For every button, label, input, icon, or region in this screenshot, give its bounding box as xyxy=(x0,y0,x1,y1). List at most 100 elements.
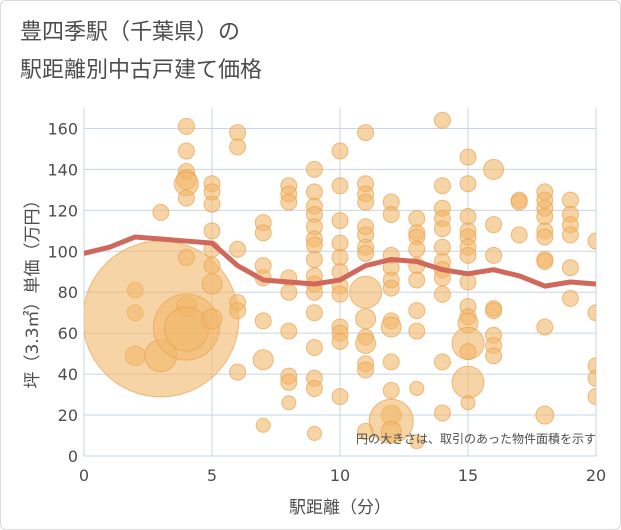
data-bubble xyxy=(357,244,375,262)
data-bubble xyxy=(305,304,323,322)
data-bubble xyxy=(252,349,274,371)
data-bubble xyxy=(433,285,451,303)
data-bubble xyxy=(536,318,554,336)
y-tick-label: 140 xyxy=(47,160,78,179)
data-bubble xyxy=(459,207,477,225)
data-bubble xyxy=(433,353,451,371)
data-bubble xyxy=(409,380,425,396)
data-bubble xyxy=(485,302,503,320)
data-bubble xyxy=(510,226,528,244)
y-tick-label: 40 xyxy=(58,365,78,384)
data-bubble xyxy=(152,203,170,221)
data-bubble xyxy=(510,193,528,211)
data-bubble xyxy=(587,369,596,387)
data-bubble xyxy=(561,259,579,277)
data-bubble xyxy=(561,191,579,209)
data-bubble xyxy=(331,332,349,350)
data-bubble xyxy=(587,357,596,375)
y-tick-label: 160 xyxy=(47,119,78,138)
average-line-layer xyxy=(84,234,596,289)
data-bubble xyxy=(305,183,323,201)
data-bubble xyxy=(331,248,349,266)
data-bubble xyxy=(203,222,221,240)
data-bubble xyxy=(331,388,349,406)
chart-title-line2: 駅距離別中古戸建て価格 xyxy=(20,58,263,83)
data-bubble xyxy=(331,142,349,160)
data-bubble xyxy=(536,207,554,225)
y-tick-label: 60 xyxy=(58,324,78,343)
data-bubble xyxy=(433,404,451,422)
data-bubble xyxy=(355,332,377,354)
data-bubble xyxy=(229,240,247,258)
x-tick-label: 15 xyxy=(458,466,478,485)
data-bubble xyxy=(357,124,375,142)
data-bubble xyxy=(357,193,375,211)
data-bubble xyxy=(535,405,555,425)
data-bubble xyxy=(177,142,195,160)
data-bubble xyxy=(229,363,247,381)
data-bubble xyxy=(331,234,349,252)
data-bubble xyxy=(280,322,298,340)
data-bubble xyxy=(459,175,477,193)
data-bubble xyxy=(280,373,298,391)
data-bubble xyxy=(229,138,247,156)
data-bubble xyxy=(433,111,451,129)
data-bubble xyxy=(305,236,323,254)
data-bubble xyxy=(229,124,247,142)
data-bubble xyxy=(203,195,221,213)
data-bubble xyxy=(331,285,349,303)
axis-ticks: 0 20 40 60 80 100 120 140 160 0 5 10 15 20 xyxy=(47,119,606,485)
data-bubble xyxy=(408,271,426,289)
data-bubble xyxy=(485,347,503,365)
data-bubble xyxy=(305,379,323,397)
data-bubble xyxy=(306,425,322,441)
data-bubble xyxy=(177,117,195,135)
x-axis-label: 駅距離（分） xyxy=(289,498,391,518)
data-bubble xyxy=(280,193,298,211)
data-bubble xyxy=(254,224,272,242)
data-bubble xyxy=(280,283,298,301)
data-bubble xyxy=(355,308,377,330)
chart-title: 豊四季駅（千葉県）の 駅距離別中古戸建て価格 xyxy=(20,14,262,90)
data-bubble xyxy=(177,248,195,266)
data-bubble xyxy=(163,306,209,352)
y-tick-label: 100 xyxy=(47,242,78,261)
data-bubble xyxy=(561,226,579,244)
data-bubble xyxy=(177,189,195,207)
data-bubble xyxy=(254,312,272,330)
data-bubble xyxy=(201,308,223,330)
data-bubble xyxy=(408,240,426,258)
data-bubble xyxy=(459,246,477,264)
data-bubble xyxy=(382,205,400,223)
x-tick-label: 10 xyxy=(330,466,350,485)
data-bubble xyxy=(485,246,503,264)
data-bubble xyxy=(305,339,323,357)
data-bubble xyxy=(281,395,297,411)
data-bubble xyxy=(357,361,375,379)
data-bubble xyxy=(380,316,402,338)
data-bubble xyxy=(229,302,247,320)
y-axis-label: 坪（3.3㎡）単価（万円） xyxy=(23,191,43,388)
bubble-size-note: 円の大きさは、取引のあった物件面積を示す xyxy=(356,431,596,446)
data-bubble xyxy=(409,434,425,450)
data-bubble xyxy=(433,177,451,195)
data-bubble xyxy=(349,275,383,309)
data-bubble xyxy=(255,417,271,433)
data-bubble xyxy=(460,395,476,411)
data-bubble xyxy=(408,302,426,320)
data-bubble xyxy=(451,365,485,399)
data-bubble xyxy=(483,158,505,180)
data-bubble xyxy=(536,228,554,246)
data-bubble xyxy=(587,304,596,322)
data-bubble xyxy=(305,250,323,268)
data-bubble xyxy=(305,160,323,178)
x-tick-label: 5 xyxy=(207,466,217,485)
data-bubble xyxy=(331,177,349,195)
data-bubble xyxy=(536,253,554,271)
data-bubble xyxy=(203,257,221,275)
data-bubble xyxy=(433,220,451,238)
data-bubble xyxy=(561,289,579,307)
data-bubble xyxy=(380,420,402,442)
x-tick-label: 20 xyxy=(586,466,606,485)
